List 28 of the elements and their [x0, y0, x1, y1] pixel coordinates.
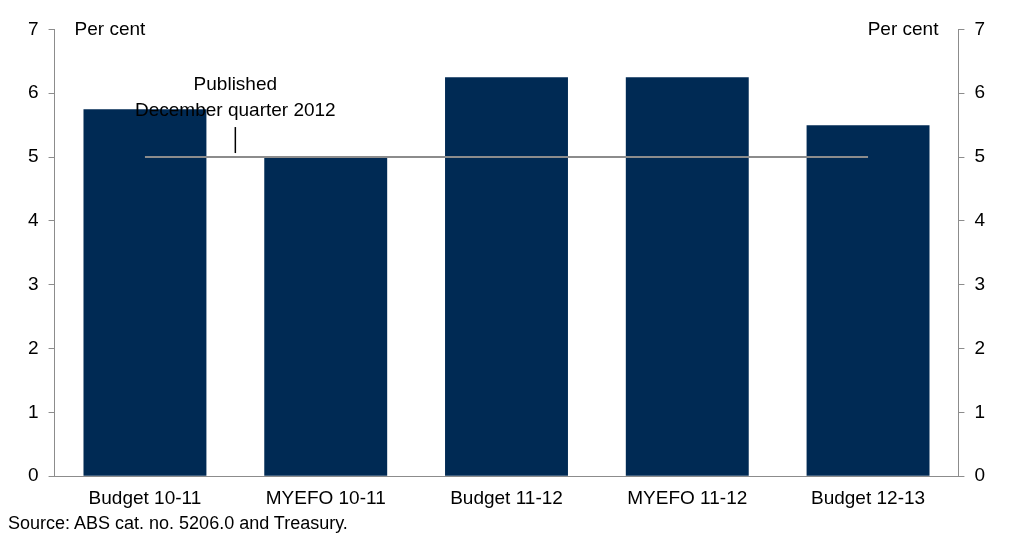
y-tick-label: 0 — [27, 464, 39, 486]
x-tick-label: MYEFO 10-11 — [265, 486, 386, 508]
source-note: Source: ABS cat. no. 5206.0 and Treasury. — [8, 513, 349, 534]
y-tick-label: 2 — [27, 336, 39, 358]
y2-tick-label: 6 — [974, 81, 986, 103]
y2-tick-label: 0 — [974, 464, 986, 486]
bar — [625, 77, 749, 476]
y-tick-label: 6 — [27, 81, 39, 103]
y2-tick-label: 3 — [974, 272, 986, 294]
x-tick-label: MYEFO 11-12 — [627, 486, 748, 508]
x-tick-label: Budget 10-11 — [88, 486, 202, 508]
y-tick-label: 1 — [27, 400, 39, 422]
y-tick-label: 3 — [27, 272, 39, 294]
y2-tick-label: 7 — [974, 17, 986, 39]
bar — [264, 157, 388, 476]
y2-tick-label: 5 — [974, 145, 986, 167]
bar — [445, 77, 568, 476]
y2-tick-label: 4 — [974, 209, 986, 231]
y-tick-label: 5 — [27, 145, 39, 167]
y-axis-title: Per cent — [74, 17, 147, 39]
y-tick-label: 7 — [27, 17, 39, 39]
y-tick-label: 4 — [27, 209, 39, 231]
y2-tick-label: 1 — [974, 400, 986, 422]
y2-tick-label: 2 — [974, 336, 986, 358]
x-tick-label: Budget 12-13 — [811, 486, 926, 508]
bar — [806, 125, 930, 476]
y2-axis-title: Per cent — [867, 17, 940, 39]
x-tick-label: Budget 11-12 — [450, 486, 563, 508]
